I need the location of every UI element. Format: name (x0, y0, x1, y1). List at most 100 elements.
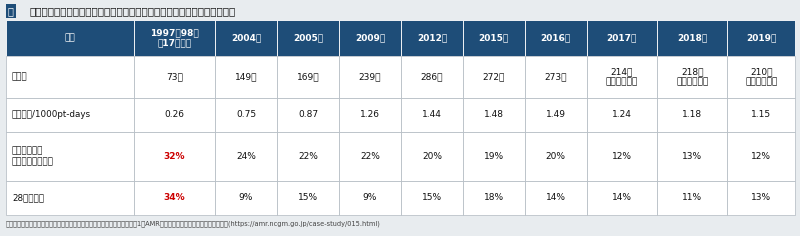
Bar (587, 181, 657, 215)
Text: 1.49: 1.49 (546, 110, 566, 119)
Text: 期間: 期間 (65, 34, 75, 42)
Bar (401, 20, 463, 56)
Text: 1.18: 1.18 (682, 110, 702, 119)
Bar (587, 20, 657, 56)
Bar (134, 181, 215, 215)
Text: 24%: 24% (236, 152, 256, 161)
Text: 272例: 272例 (482, 72, 505, 81)
Bar (525, 56, 587, 97)
Bar (215, 56, 277, 97)
Text: 210例
（院内発症）: 210例 （院内発症） (745, 67, 778, 86)
Text: 15%: 15% (298, 193, 318, 202)
Bar (277, 97, 339, 132)
Bar (657, 56, 727, 97)
Bar (401, 132, 463, 181)
Bar (401, 97, 463, 132)
Bar (587, 97, 657, 132)
Bar (657, 181, 727, 215)
Bar (727, 97, 795, 132)
Text: 20%: 20% (422, 152, 442, 161)
Text: 218例
（院内発症）: 218例 （院内発症） (676, 67, 708, 86)
Text: 73例: 73例 (166, 72, 183, 81)
Text: 239例: 239例 (358, 72, 381, 81)
Text: 18%: 18% (484, 193, 504, 202)
Text: 1.44: 1.44 (422, 110, 442, 119)
Bar (727, 132, 795, 181)
Text: 169例: 169例 (297, 72, 319, 81)
Bar (727, 56, 795, 97)
Bar (6, 97, 134, 132)
Text: 214例
（院内発症）: 214例 （院内発症） (606, 67, 638, 86)
Text: 表: 表 (8, 6, 14, 16)
Bar (134, 56, 215, 97)
Bar (215, 132, 277, 181)
Text: 19%: 19% (484, 152, 504, 161)
Bar (6, 181, 134, 215)
Bar (277, 20, 339, 56)
Bar (463, 56, 525, 97)
Text: 286例: 286例 (421, 72, 443, 81)
Bar (463, 132, 525, 181)
Bar (6, 56, 134, 97)
Text: 1.48: 1.48 (484, 110, 504, 119)
Bar (587, 56, 657, 97)
Bar (277, 56, 339, 97)
Bar (134, 97, 215, 132)
Bar (134, 132, 215, 181)
Bar (339, 132, 401, 181)
Bar (657, 132, 727, 181)
Bar (277, 132, 339, 181)
Bar (339, 20, 401, 56)
Bar (525, 132, 587, 181)
Text: 症例数: 症例数 (12, 72, 28, 81)
Bar (215, 97, 277, 132)
Bar (401, 181, 463, 215)
Text: 2004年: 2004年 (231, 34, 261, 42)
Bar (587, 132, 657, 181)
Text: 1.26: 1.26 (360, 110, 380, 119)
Text: 1997～98年
（17か月）: 1997～98年 （17か月） (150, 28, 199, 48)
Text: 0.87: 0.87 (298, 110, 318, 119)
Text: 2015年: 2015年 (478, 34, 509, 42)
Bar (727, 181, 795, 215)
Text: 28日死亡率: 28日死亡率 (12, 193, 44, 202)
Text: 14%: 14% (546, 193, 566, 202)
Bar (6, 132, 134, 181)
Text: 2019年: 2019年 (746, 34, 776, 42)
Bar (463, 20, 525, 56)
Text: 佐賀大学医学部附属病院における血液培養陽性（菌血症）患者の予後推移: 佐賀大学医学部附属病院における血液培養陽性（菌血症）患者の予後推移 (30, 6, 236, 16)
Text: 血培採取時の
敗血症性ショック: 血培採取時の 敗血症性ショック (12, 147, 54, 166)
Bar (277, 181, 339, 215)
Bar (463, 97, 525, 132)
Text: 2009年: 2009年 (355, 34, 385, 42)
Bar (657, 97, 727, 132)
Bar (727, 20, 795, 56)
Text: 0.75: 0.75 (236, 110, 256, 119)
Text: 11%: 11% (682, 193, 702, 202)
Text: 2018年: 2018年 (677, 34, 707, 42)
Text: 2012年: 2012年 (417, 34, 447, 42)
Text: 2005年: 2005年 (293, 34, 323, 42)
Bar (525, 20, 587, 56)
Bar (401, 56, 463, 97)
Text: 9%: 9% (362, 193, 377, 202)
Text: 15%: 15% (422, 193, 442, 202)
Text: 菌血症数/1000pt-days: 菌血症数/1000pt-days (12, 110, 91, 119)
Text: 273例: 273例 (545, 72, 567, 81)
Text: 13%: 13% (682, 152, 702, 161)
Text: 22%: 22% (360, 152, 380, 161)
Bar (134, 20, 215, 56)
Bar (339, 97, 401, 132)
Text: 12%: 12% (751, 152, 771, 161)
Text: 13%: 13% (751, 193, 771, 202)
Text: 32%: 32% (164, 152, 186, 161)
Text: 出典「初期研修医の教育を通じて病院全体に感染症診療を根づかせる　第1回AMR対策普及啓発活動　厚生労働大臣賞」(https://amr.ncgm.go.jp/c: 出典「初期研修医の教育を通じて病院全体に感染症診療を根づかせる 第1回AMR対策… (6, 220, 381, 227)
Bar (339, 56, 401, 97)
Bar (6, 20, 134, 56)
Text: 14%: 14% (612, 193, 632, 202)
Text: 2017年: 2017年 (606, 34, 637, 42)
Bar (215, 181, 277, 215)
Text: 34%: 34% (164, 193, 186, 202)
Bar (525, 97, 587, 132)
Bar (525, 181, 587, 215)
